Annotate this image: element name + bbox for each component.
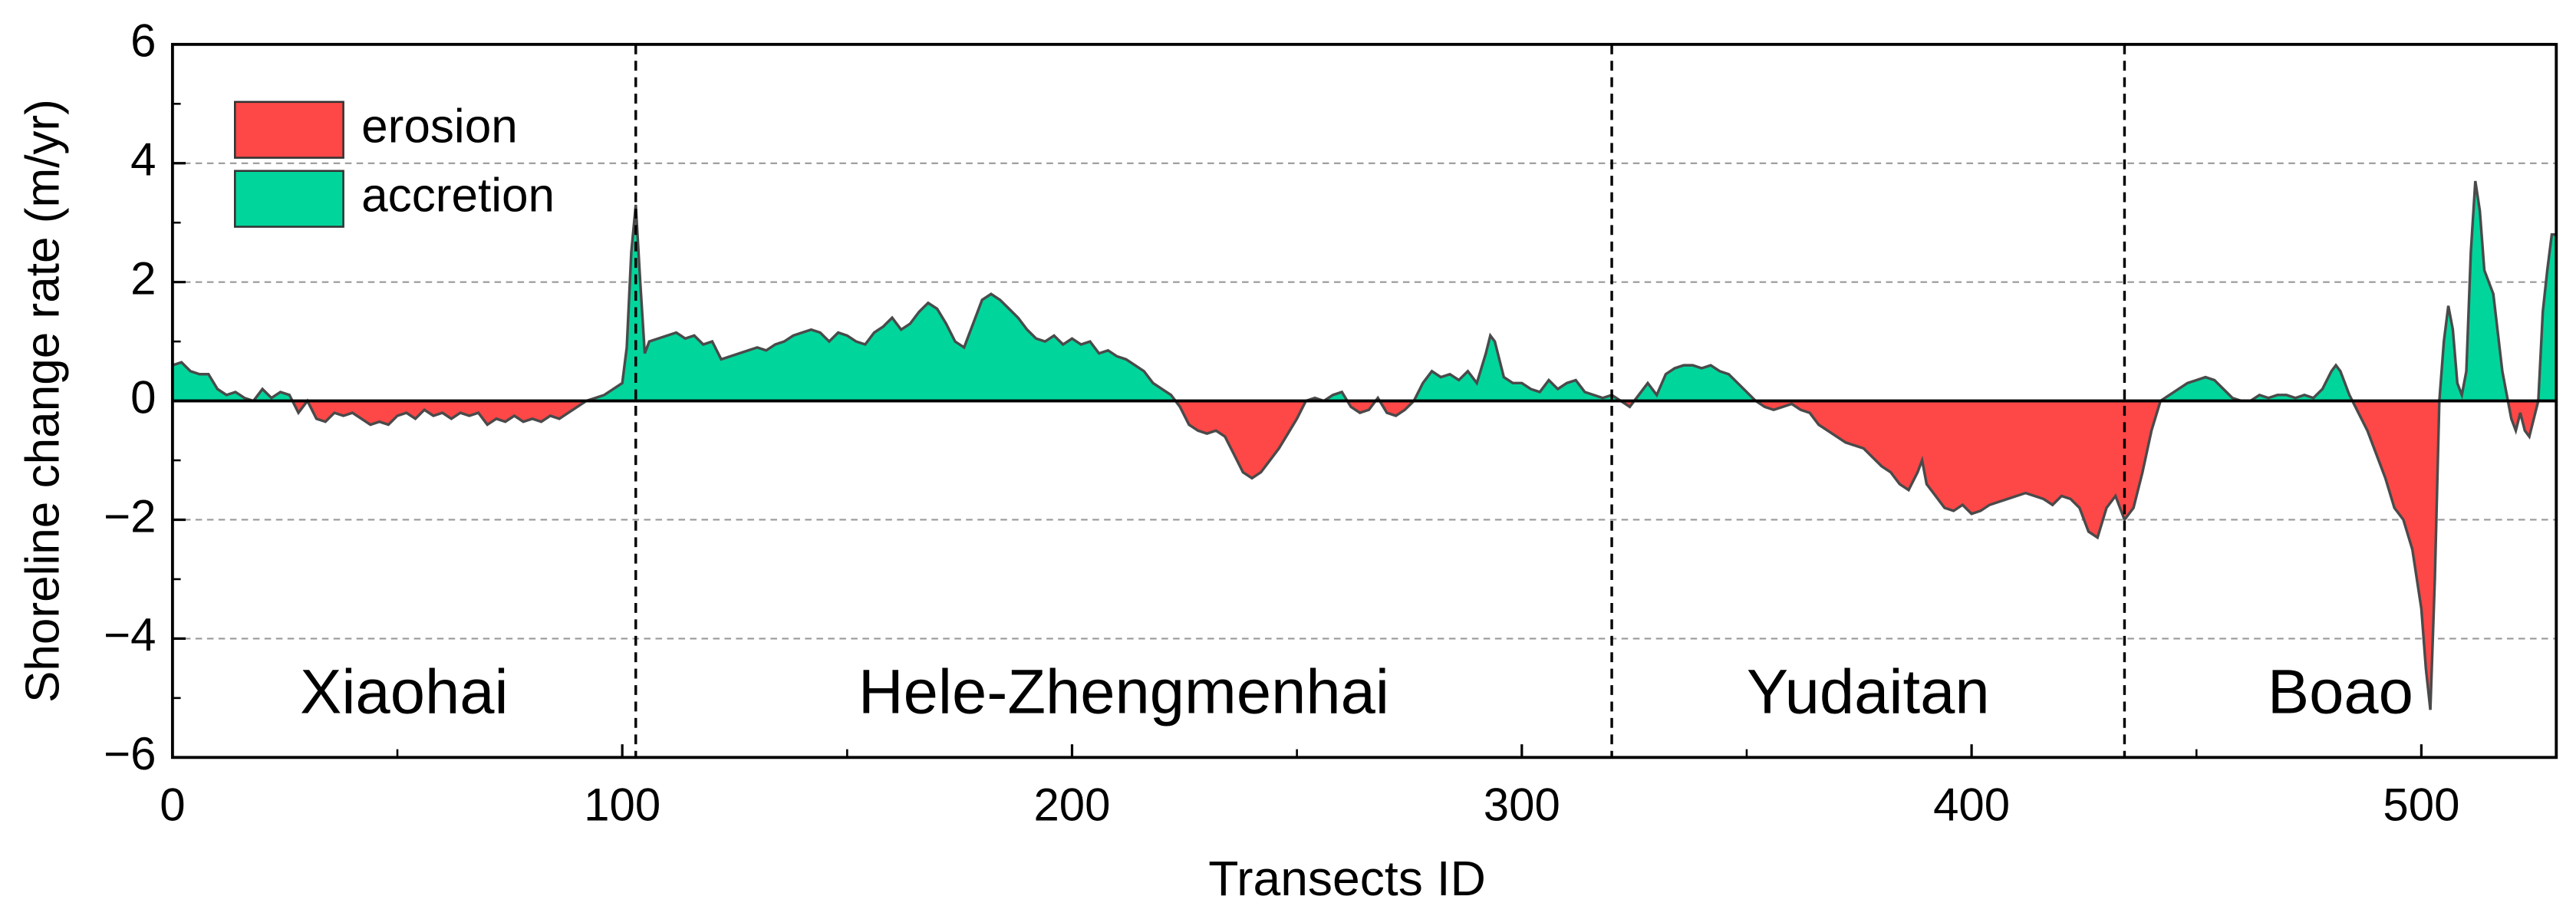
region-label: Xiaohai: [300, 657, 508, 727]
rate-line: [172, 180, 2557, 710]
x-axis-title: Transects ID: [1208, 851, 1486, 906]
legend-label: accretion: [361, 170, 555, 222]
x-tick-label: 300: [1484, 779, 1560, 831]
region-label: Yudaitan: [1747, 657, 1990, 727]
y-tick-label: −2: [104, 490, 156, 542]
x-tick-label: 500: [2383, 779, 2459, 831]
x-tick-label: 0: [160, 779, 185, 831]
y-axis-title: Shoreline change rate (m/yr): [16, 99, 69, 703]
x-tick-label: 400: [1933, 779, 2010, 831]
legend-label: erosion: [361, 100, 518, 153]
legend-swatch: [233, 100, 344, 159]
x-tick-label: 100: [584, 779, 660, 831]
y-tick-label: 2: [130, 253, 156, 305]
y-tick-label: 6: [130, 15, 156, 67]
y-tick-label: 0: [130, 371, 156, 423]
region-label: Boao: [2268, 657, 2413, 727]
y-tick-label: −4: [104, 609, 156, 661]
y-tick-label: 4: [130, 134, 156, 186]
erosion-area: [172, 400, 2557, 710]
y-tick-label: −6: [104, 728, 156, 779]
region-label: Hele-Zhengmenhai: [858, 657, 1389, 727]
legend-swatch: [233, 170, 344, 228]
accretion-area: [172, 180, 2557, 401]
x-tick-label: 200: [1033, 779, 1110, 831]
plot-frame: [170, 42, 2558, 759]
